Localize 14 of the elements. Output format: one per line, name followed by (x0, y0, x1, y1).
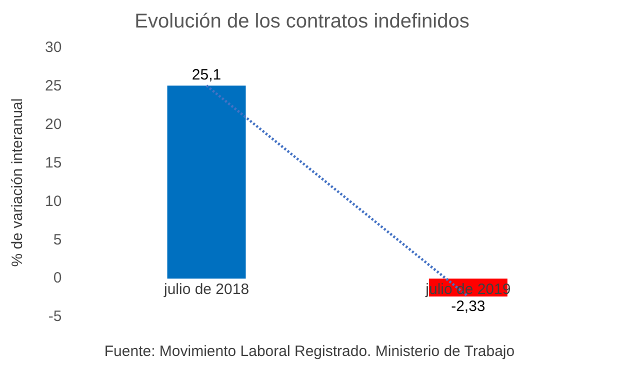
y-tick-label: 5 (53, 231, 62, 248)
data-label: -2,33 (451, 298, 486, 316)
y-tick-label: -5 (48, 308, 62, 326)
chart-title: Evolución de los contratos indefinidos (134, 10, 470, 33)
y-tick-label: 20 (44, 116, 62, 133)
y-tick-label: 15 (44, 154, 62, 172)
source-note: Fuente: Movimiento Laboral Registrado. Ministerio de Trabajo (103, 343, 516, 360)
data-label: 25,1 (192, 66, 222, 84)
y-tick-label: 10 (44, 192, 62, 210)
y-tick-label: 30 (44, 39, 62, 56)
x-tick-label: julio de 2018 (162, 281, 250, 298)
y-axis-title: % de variación interanual (9, 98, 26, 267)
y-tick-label: 0 (53, 270, 62, 287)
y-tick-label: 25 (44, 78, 62, 95)
